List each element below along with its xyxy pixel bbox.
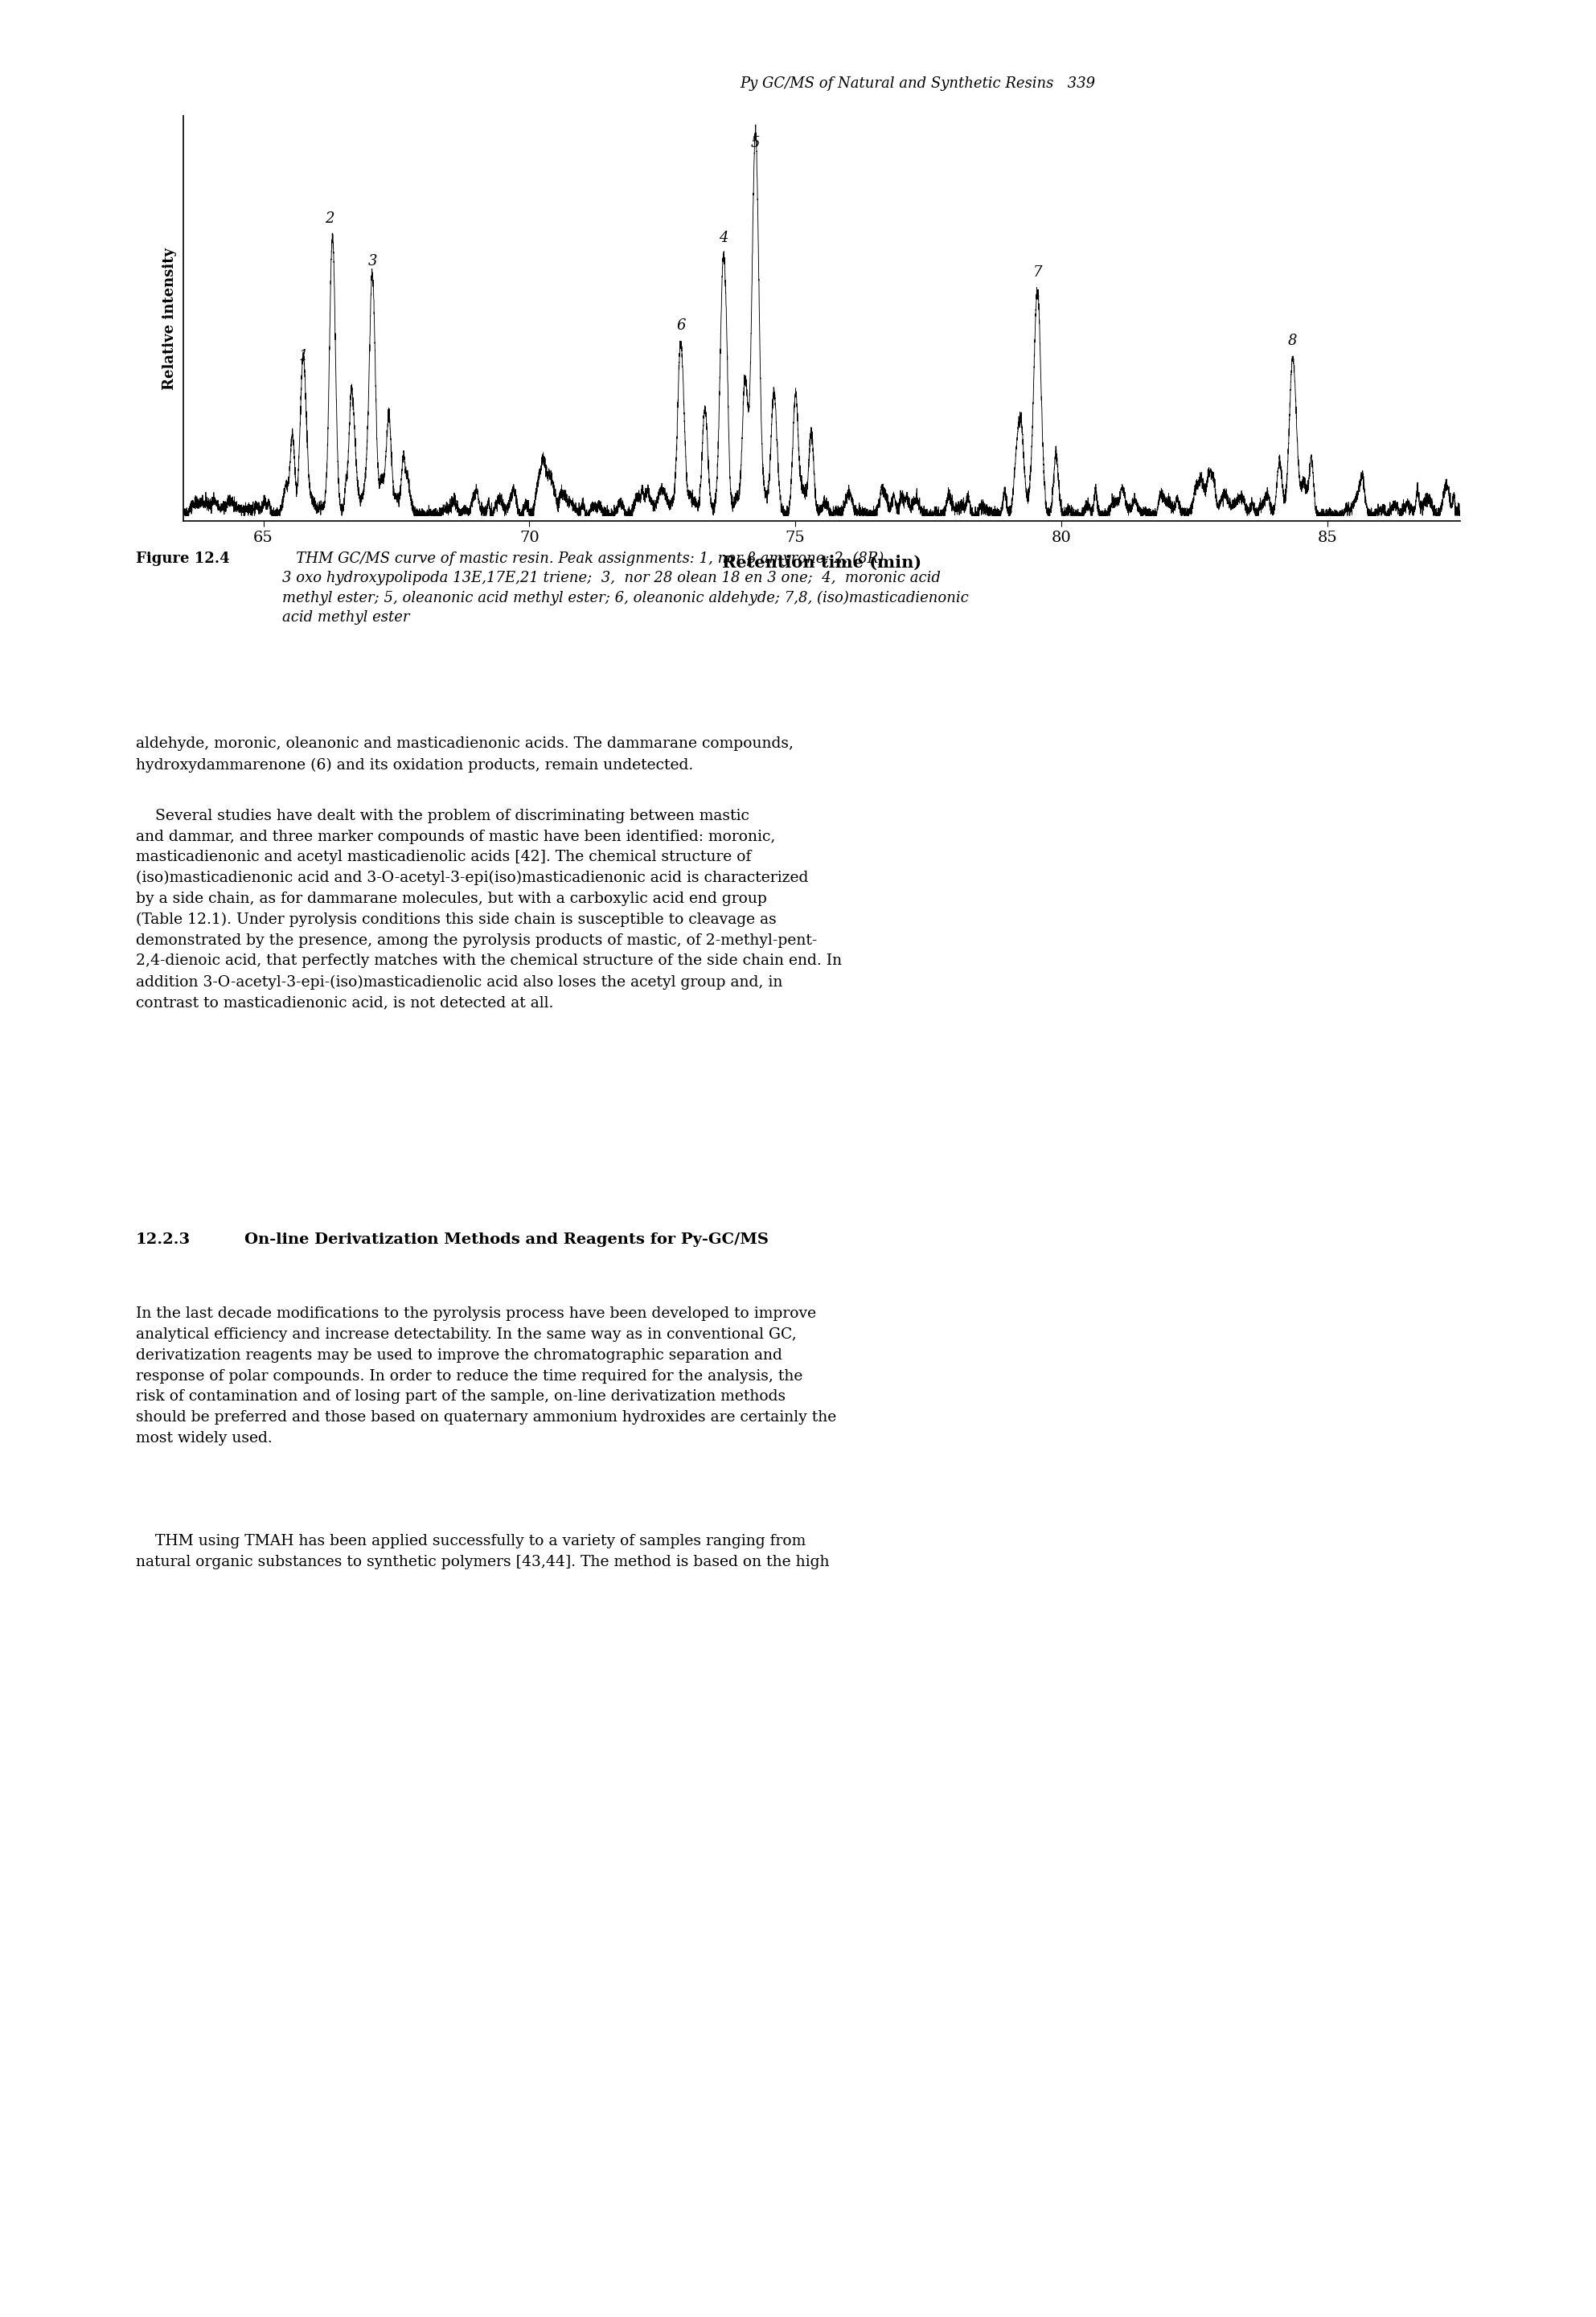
Text: THM using TMAH has been applied successfully to a variety of samples ranging fro: THM using TMAH has been applied successf… [136, 1534, 830, 1569]
Text: Figure 12.4: Figure 12.4 [136, 551, 230, 565]
Text: aldehyde, moronic, oleanonic and masticadienonic acids. The dammarane compounds,: aldehyde, moronic, oleanonic and mastica… [136, 737, 793, 772]
Text: 8: 8 [1288, 334, 1298, 348]
Text: 1: 1 [298, 350, 308, 364]
Text: Several studies have dealt with the problem of discriminating between mastic
and: Several studies have dealt with the prob… [136, 809, 841, 1010]
Text: 4: 4 [718, 232, 728, 246]
Text: Py GC/MS of Natural and Synthetic Resins   339: Py GC/MS of Natural and Synthetic Resins… [741, 76, 1095, 90]
Text: 6: 6 [677, 317, 686, 334]
Text: 2: 2 [326, 211, 335, 227]
Text: THM GC/MS curve of mastic resin. Peak assignments: 1, nor β amyrone; 2, (8R)
3 o: THM GC/MS curve of mastic resin. Peak as… [282, 551, 969, 626]
Text: On-line Derivatization Methods and Reagents for Py-GC/MS: On-line Derivatization Methods and Reage… [244, 1233, 768, 1247]
Text: 7: 7 [1033, 264, 1042, 280]
X-axis label: Retention time (min): Retention time (min) [721, 554, 922, 570]
Text: In the last decade modifications to the pyrolysis process have been developed to: In the last decade modifications to the … [136, 1307, 836, 1446]
Text: 5: 5 [750, 137, 760, 151]
Text: 3: 3 [367, 253, 377, 269]
Y-axis label: Relative intensity: Relative intensity [163, 248, 177, 389]
Text: 12.2.3: 12.2.3 [136, 1233, 190, 1247]
